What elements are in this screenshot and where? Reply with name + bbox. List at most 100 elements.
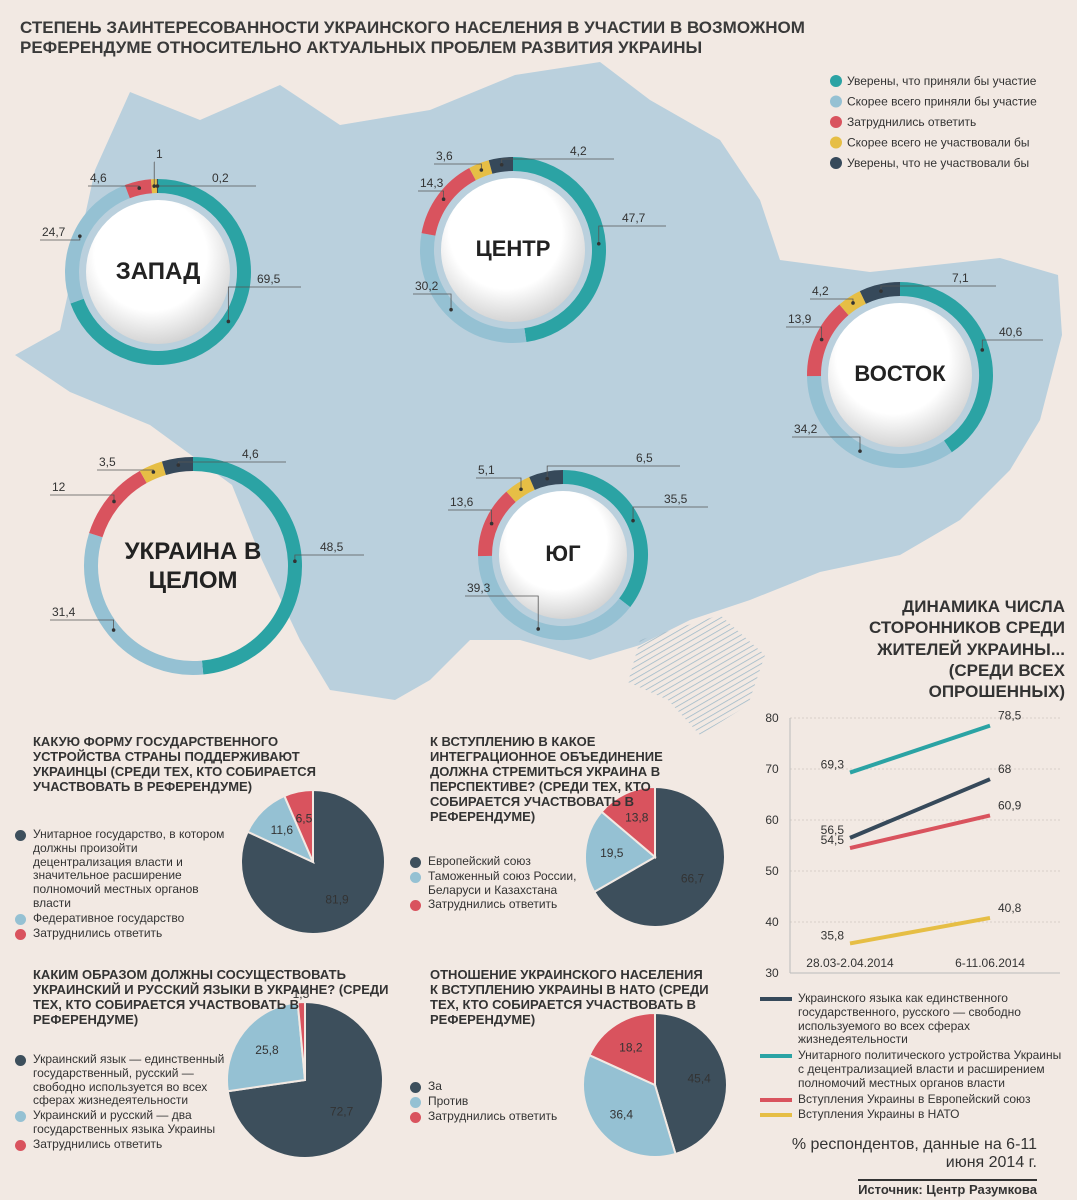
legend-label: Украинский язык — единственный государст… <box>33 1052 225 1108</box>
legend-item: Украинский и русский — два государственн… <box>15 1108 230 1137</box>
value-label: 48,5 <box>320 540 344 554</box>
legend-marker <box>15 1111 26 1123</box>
legend-marker <box>760 997 792 1001</box>
legend-marker <box>830 136 842 149</box>
pie-legend: Унитарное государство, в котором должны … <box>15 827 230 941</box>
value-label: 40,6 <box>999 325 1023 339</box>
value-label: 24,7 <box>42 225 66 239</box>
leader-dot <box>449 307 453 312</box>
x-tick-label: 28.03-2.04.2014 <box>806 956 894 970</box>
line-series <box>849 813 991 850</box>
pie-title: КАКУЮ ФОРМУ ГОСУДАРСТВЕННОГО УСТРОЙСТВА … <box>33 734 317 794</box>
leader-dot <box>819 337 824 342</box>
value-label: 7,1 <box>952 271 969 285</box>
donut-label: ЮГ <box>545 541 581 566</box>
value-label: 0,2 <box>212 171 229 185</box>
legend-label: Украинского языка как единственного госу… <box>798 991 1021 1047</box>
value-label: 45,4 <box>687 1072 711 1086</box>
leader-dot <box>499 162 504 167</box>
leader-dot <box>112 499 116 504</box>
leader-line <box>227 286 301 322</box>
leader-dot <box>596 241 601 246</box>
leader-line <box>465 595 539 629</box>
value-label: 39,3 <box>467 581 491 595</box>
leader-line <box>981 339 1043 350</box>
legend-label: Затруднились ответить <box>33 925 163 940</box>
legend-label: Унитарного политического устройства Укра… <box>798 1048 1062 1090</box>
value-label: 13,9 <box>788 312 812 326</box>
legend-item: Затруднились ответить <box>410 897 580 912</box>
sphere <box>499 491 627 619</box>
donut-label: ЦЕНТР <box>475 236 551 261</box>
value-label: 3,6 <box>436 149 453 163</box>
value-label: 13,6 <box>450 495 474 509</box>
legend-item: Украинский язык — единственный государст… <box>15 1052 230 1108</box>
legend-marker <box>830 157 842 169</box>
pie-slice <box>584 810 657 894</box>
leader-line <box>546 465 680 479</box>
pie-slice <box>592 785 726 928</box>
y-tick-label: 80 <box>765 711 779 725</box>
y-tick-label: 70 <box>765 762 779 776</box>
y-tick-label: 60 <box>765 813 779 827</box>
value-label: 78,5 <box>998 709 1022 723</box>
value-label: 11,6 <box>271 823 294 837</box>
pie-legend: Европейский союз Таможенный союз России, … <box>410 854 580 913</box>
value-label: 66,7 <box>681 872 705 886</box>
value-label: 4,6 <box>90 171 107 185</box>
legend-item: Против <box>410 1094 580 1109</box>
leader-line <box>792 436 861 452</box>
legend-marker <box>830 95 842 108</box>
note: % респондентов, данные на 6-11 июня 2014… <box>791 1136 1037 1172</box>
crimea <box>628 615 765 735</box>
line-series <box>849 777 991 840</box>
pie-slice <box>226 1001 307 1093</box>
leader-line <box>476 477 522 490</box>
title: СТЕПЕНЬ ЗАИНТЕРЕСОВАННОСТИ УКРАИНСКОГО Н… <box>20 18 805 57</box>
legend-item: Затруднились ответить <box>15 1137 230 1152</box>
value-label: 30,2 <box>415 279 439 293</box>
legend-label: Затруднились ответить <box>428 1108 558 1123</box>
leader-dot <box>152 184 157 188</box>
value-label: 4,6 <box>242 447 259 461</box>
leader-line <box>50 619 114 631</box>
legend-marker <box>760 1054 792 1059</box>
pie-slice <box>582 1053 677 1158</box>
leader-line <box>598 225 666 244</box>
legend-marker <box>410 1082 421 1093</box>
leader-line <box>294 554 364 562</box>
leader-dot <box>980 348 985 352</box>
legend-marker <box>830 75 842 87</box>
legend-label: Украинский и русский — два государственн… <box>33 1108 216 1136</box>
legend-item: Вступления Украины в НАТО <box>760 1107 1065 1122</box>
value-label: 31,4 <box>52 605 76 619</box>
value-label: 60,9 <box>998 798 1022 812</box>
value-label: 5,1 <box>478 463 495 477</box>
legend-label: Вступления Украины в Европейский союз <box>798 1091 1031 1106</box>
value-label: 6,5 <box>296 811 313 825</box>
legend-item: За <box>410 1079 580 1094</box>
value-label: 4,2 <box>570 144 587 158</box>
legend-marker <box>15 1055 26 1066</box>
value-label: 69,3 <box>821 758 845 772</box>
legend-item: Унитарное государство, в котором должны … <box>15 827 230 911</box>
leader-dot <box>545 476 549 481</box>
legend-marker <box>15 913 26 925</box>
legend-marker <box>830 116 842 128</box>
legend-marker <box>410 900 421 912</box>
legend-item: Вступления Украины в Европейский союз <box>760 1091 1065 1107</box>
value-label: 72,7 <box>330 1105 354 1119</box>
leader-dot <box>519 487 523 492</box>
leader-dot <box>858 449 862 453</box>
leader-line <box>418 190 444 200</box>
value-label: 35,8 <box>821 928 845 942</box>
sphere <box>828 303 972 447</box>
value-label: 4,2 <box>812 284 829 298</box>
pie-slice <box>600 785 656 860</box>
pie-slice <box>654 1011 728 1156</box>
y-tick-label: 40 <box>765 915 779 929</box>
leader-dot <box>851 301 855 305</box>
leader-dot <box>155 184 160 188</box>
